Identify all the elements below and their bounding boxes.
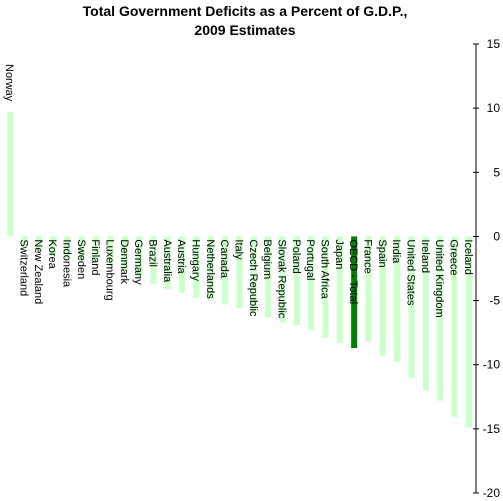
- y-tick-label: -10: [483, 358, 501, 372]
- category-label: Netherlands: [204, 239, 216, 299]
- category-label: Sweden: [75, 239, 87, 279]
- category-label: OECD - Total: [347, 239, 359, 304]
- category-label: Spain: [376, 239, 388, 267]
- category-label: Czech Republic: [247, 239, 259, 317]
- category-label: Canada: [218, 239, 230, 278]
- category-label: Greece: [448, 239, 460, 275]
- category-label: New Zealand: [32, 239, 44, 304]
- bar-netherlands: [207, 236, 214, 301]
- category-label: Belgium: [261, 239, 273, 279]
- category-label: United Kingdom: [433, 239, 445, 317]
- category-label: Korea: [46, 239, 58, 269]
- bars-group: [7, 111, 472, 428]
- y-tick-label: -5: [489, 294, 500, 308]
- category-label: Brazil: [147, 239, 159, 267]
- bar-south-africa: [322, 236, 329, 338]
- y-tick-label: 15: [487, 37, 501, 51]
- category-label: Finland: [89, 239, 101, 275]
- category-label: Slovak Republic: [276, 239, 288, 318]
- bar-australia: [164, 236, 171, 290]
- category-label: Japan: [333, 239, 345, 269]
- category-label: Poland: [290, 239, 302, 273]
- category-label: Norway: [3, 64, 15, 102]
- category-labels: Norway Switzerland New Zealand Korea Indones…: [3, 64, 474, 319]
- category-label: India: [390, 239, 402, 264]
- bar-france: [365, 236, 372, 342]
- chart-subtitle: 2009 Estimates: [194, 22, 295, 38]
- bar-korea: [50, 236, 57, 256]
- y-tick-label: 5: [493, 165, 500, 179]
- bar-brazil: [150, 236, 157, 284]
- bar-oecd-total: [351, 236, 358, 349]
- y-tick-label: -15: [483, 422, 501, 436]
- bar-new-zealand: [35, 236, 42, 252]
- bar-united-kingdom: [437, 236, 444, 401]
- y-tick-label: -20: [483, 486, 501, 500]
- bar-czech-republic: [250, 236, 257, 314]
- bar-finland: [93, 236, 100, 263]
- category-label: Portugal: [304, 239, 316, 280]
- category-label: Switzerland: [18, 239, 30, 296]
- bar-spain: [379, 236, 386, 356]
- bar-norway: [7, 111, 14, 237]
- bar-india: [394, 236, 401, 363]
- bar-sweden: [78, 236, 85, 260]
- category-label: Italy: [233, 239, 245, 260]
- y-tick-label: 0: [493, 229, 500, 243]
- category-label: South Africa: [319, 239, 331, 299]
- y-tick-label: 10: [487, 101, 501, 115]
- category-label: Luxembourg: [104, 239, 116, 300]
- bar-belgium: [265, 236, 272, 318]
- category-label: Ireland: [419, 239, 431, 273]
- bar-denmark: [121, 236, 128, 272]
- category-label: United States: [405, 239, 417, 306]
- chart-title: Total Government Deficits as a Percent o…: [83, 3, 408, 19]
- bar-switzerland: [21, 236, 28, 247]
- bar-japan: [336, 236, 343, 343]
- category-label: Denmark: [118, 239, 130, 284]
- bar-greece: [451, 236, 458, 418]
- bar-hungary: [193, 236, 200, 299]
- bar-slovak-republic: [279, 236, 286, 323]
- category-label: Australia: [161, 239, 173, 283]
- category-label: Austria: [175, 239, 187, 274]
- bar-canada: [222, 236, 229, 305]
- bar-portugal: [308, 236, 315, 331]
- bar-iceland: [465, 236, 472, 428]
- bar-poland: [293, 236, 300, 325]
- bar-luxembourg: [107, 236, 114, 266]
- category-label: Germany: [132, 239, 144, 285]
- category-label: Indonesia: [61, 239, 73, 288]
- bar-united-states: [408, 236, 415, 378]
- category-label: Hungary: [190, 239, 202, 281]
- category-label: Iceland: [462, 239, 474, 274]
- bar-ireland: [422, 236, 429, 391]
- bar-italy: [236, 236, 243, 309]
- bar-germany: [136, 236, 143, 278]
- y-axis-ticks: 15 10 5 0 -5 -10 -15 -20: [473, 37, 500, 500]
- bar-indonesia: [64, 236, 71, 259]
- category-label: France: [362, 239, 374, 273]
- bar-austria: [179, 236, 186, 293]
